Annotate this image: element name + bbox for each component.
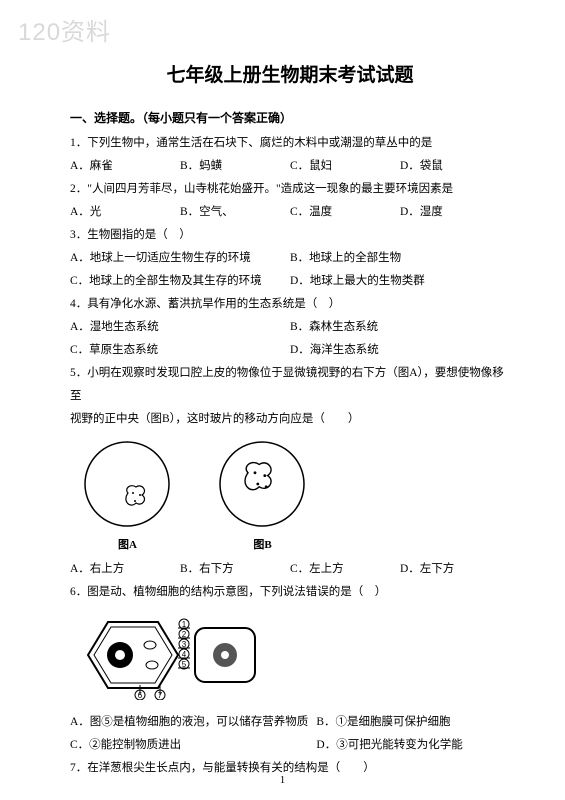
- q1-opt-b: B．蚂蟥: [180, 155, 290, 178]
- q3-options-row1: A．地球上一切适应生物生存的环境 B．地球上的全部生物: [70, 247, 510, 270]
- q4-opt-d: D．海洋生态系统: [290, 339, 510, 362]
- q5-options: A．右上方 B．右下方 C．左上方 D．左下方: [70, 558, 510, 581]
- page-number: 1: [0, 774, 565, 786]
- page-content: 七年级上册生物期末考试试题 一、选择题。（每小题只有一个答案正确） 1．下列生物…: [0, 0, 565, 780]
- microscope-view-a-icon: [80, 439, 175, 529]
- q4-opt-b: B．森林生态系统: [290, 316, 510, 339]
- q4-options-row2: C．草原生态系统 D．海洋生态系统: [70, 339, 510, 362]
- q2-opt-d: D．湿度: [400, 201, 510, 224]
- q6-opt-d: D．③可把光能转变为化学能: [316, 734, 510, 757]
- q4-options-row1: A．湿地生态系统 B．森林生态系统: [70, 316, 510, 339]
- fig-a-label: 图A: [80, 536, 175, 552]
- q5-opt-a: A．右上方: [70, 558, 180, 581]
- q4-opt-a: A．湿地生态系统: [70, 316, 290, 339]
- svg-text:3: 3: [182, 640, 187, 649]
- q2-stem: 2．"人间四月芳菲尽，山寺桃花始盛开。"造成这一现象的最主要环境因素是: [70, 178, 510, 201]
- section-heading: 一、选择题。（每小题只有一个答案正确）: [70, 109, 510, 126]
- svg-text:2: 2: [182, 630, 187, 639]
- svg-text:1: 1: [182, 620, 187, 629]
- q5-opt-c: C．左上方: [290, 558, 400, 581]
- q3-options-row2: C．地球上的全部生物及其生存的环境 D．地球上最大的生物类群: [70, 270, 510, 293]
- q3-stem: 3．生物圈指的是（ ）: [70, 224, 510, 247]
- q5-stem-line2: 视野的正中央（图B），这时玻片的移动方向应是（ ）: [70, 408, 510, 431]
- q4-stem: 4．具有净化水源、蓄洪抗旱作用的生态系统是（ ）: [70, 293, 510, 316]
- fig-b-label: 图B: [215, 536, 310, 552]
- q5-opt-d: D．左下方: [400, 558, 510, 581]
- q6-options-row2: C．②能控制物质进出 D．③可把光能转变为化学能: [70, 734, 510, 757]
- cell-diagram-icon: 1 2 3 4 5 6 7: [80, 610, 280, 700]
- q5-figure-a: 图A: [80, 439, 175, 552]
- svg-text:5: 5: [182, 660, 187, 669]
- q3-opt-c: C．地球上的全部生物及其生存的环境: [70, 270, 290, 293]
- q1-opt-d: D．袋鼠: [400, 155, 510, 178]
- q4-opt-c: C．草原生态系统: [70, 339, 290, 362]
- q2-opt-b: B．空气、: [180, 201, 290, 224]
- q1-options: A．麻雀 B．蚂蟥 C．鼠妇 D．袋鼠: [70, 155, 510, 178]
- q3-opt-d: D．地球上最大的生物类群: [290, 270, 510, 293]
- q6-opt-b: B．①是细胞膜可保护细胞: [316, 711, 510, 734]
- q1-opt-a: A．麻雀: [70, 155, 180, 178]
- q5-figure-b: 图B: [215, 439, 310, 552]
- microscope-view-b-icon: [215, 439, 310, 529]
- q6-options-row1: A．图⑤是植物细胞的液泡，可以储存营养物质 B．①是细胞膜可保护细胞: [70, 711, 510, 734]
- watermark-text: 120资料: [18, 12, 111, 47]
- q1-opt-c: C．鼠妇: [290, 155, 400, 178]
- svg-text:4: 4: [182, 650, 187, 659]
- q6-stem: 6．图是动、植物细胞的结构示意图，下列说法错误的是（ ）: [70, 581, 510, 604]
- exam-title: 七年级上册生物期末考试试题: [70, 60, 510, 87]
- q5-stem-line1: 5．小明在观察时发现口腔上皮的物像位于显微镜视野的右下方（图A），要想使物像移至: [70, 362, 510, 408]
- q1-stem: 1．下列生物中，通常生活在石块下、腐烂的木料中或潮湿的草丛中的是: [70, 132, 510, 155]
- q5-opt-b: B．右下方: [180, 558, 290, 581]
- q5-figures: 图A 图B: [80, 439, 510, 552]
- q6-opt-a: A．图⑤是植物细胞的液泡，可以储存营养物质: [70, 711, 316, 734]
- svg-text:7: 7: [158, 691, 163, 700]
- q6-figure: 1 2 3 4 5 6 7: [80, 610, 510, 705]
- q3-opt-b: B．地球上的全部生物: [290, 247, 510, 270]
- q2-options: A．光 B．空气、 C．温度 D．湿度: [70, 201, 510, 224]
- q2-opt-c: C．温度: [290, 201, 400, 224]
- q6-opt-c: C．②能控制物质进出: [70, 734, 316, 757]
- q3-opt-a: A．地球上一切适应生物生存的环境: [70, 247, 290, 270]
- q2-opt-a: A．光: [70, 201, 180, 224]
- svg-text:6: 6: [138, 691, 143, 700]
